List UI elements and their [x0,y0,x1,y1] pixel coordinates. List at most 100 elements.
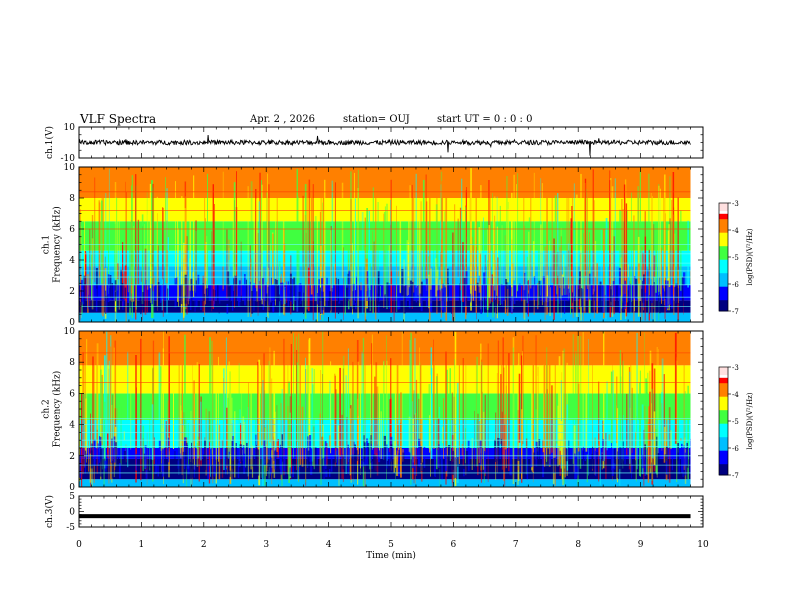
spectrogram-streak [685,449,688,466]
spectrogram-streak [168,336,170,470]
spectrogram-streak [420,201,422,304]
spectrogram-streak [276,441,279,452]
colorbar-tick-label: -3 [732,200,739,208]
spectrogram-streak [144,445,147,469]
spectrogram-streak [596,262,598,314]
spectrogram-streak [612,281,615,298]
spectrogram-streak [451,392,453,487]
spectrogram-streak [499,205,501,305]
spectrogram-streak [684,452,687,476]
spectrogram-streak [241,365,242,448]
spectrogram-streak [106,331,108,442]
spectrogram-streak [659,294,661,314]
spectrogram-streak [557,193,559,276]
colorbar-tick-label: -4 [732,227,739,235]
spectrogram-streak [671,199,673,277]
spectrogram-streak [356,276,357,304]
spectrogram-streak [577,383,580,452]
spectrogram-streak [441,180,443,310]
spectrogram-streak [573,425,576,472]
spectrogram-streak [616,376,618,444]
spectrogram-streak [108,246,109,294]
spectrogram-streak [677,197,679,321]
spectrogram-streak [167,437,170,463]
spectrogram-streak [195,284,198,308]
spectrogram-streak [449,439,450,449]
spectrogram-streak [95,288,98,312]
spectrogram-streak [496,296,498,314]
spectrogram-streak [343,296,346,306]
spectrogram-streak [594,450,597,477]
spectrogram-streak [573,183,575,297]
spectrogram-streak [195,231,197,293]
spectrogram-streak [296,350,297,471]
spectrogram-streak [178,416,180,475]
spectrogram-streak [377,202,379,294]
spectrogram-streak [533,172,535,306]
x-tick-label: 9 [638,540,644,550]
colorbar-segment [719,453,728,457]
spectrogram-streak [557,405,559,467]
spectrogram-streak [457,218,459,278]
spectrogram-streak [486,277,489,310]
spectrogram-streak [162,207,164,280]
spectrogram-streak [228,361,230,452]
spectrogram-streak [553,238,555,320]
spectrogram-streak [375,453,378,457]
spectrogram-streak [369,290,371,298]
spectrogram-streak [253,286,255,311]
spectrogram-streak [301,406,304,467]
spectrogram-streak [350,199,352,307]
spectrogram-streak [585,382,588,452]
spectrogram-streak [298,196,299,300]
spectrogram-streak [605,218,608,285]
spectrogram-streak [106,295,109,313]
spectrogram-streak [629,361,632,473]
spectrogram-streak [452,450,454,470]
spectrogram-streak [320,193,322,286]
spectrogram-streak [353,441,355,461]
spectrogram-streak [140,338,142,481]
spectrogram-streak [619,447,622,470]
spectrogram-streak [523,225,525,290]
spectrogram-streak [609,285,612,307]
spectrogram-streak [592,446,594,465]
spectrogram-streak [308,339,310,457]
spectrogram-streak [189,210,191,291]
spectrogram-streak [457,457,459,467]
spectrogram-streak [381,464,384,476]
spectrogram-streak [244,274,246,299]
spectrogram-streak [90,413,91,487]
spectrogram-streak [518,300,520,308]
spectrogram-streak [335,277,337,299]
spectrogram-streak [425,287,427,299]
spectrogram-streak [465,190,467,309]
spectrogram-streak [454,331,457,487]
y-tick-label: 6 [69,389,75,399]
spectrogram-streak [649,391,651,469]
spectrogram-streak [292,466,294,478]
spectrogram-streak [496,373,498,473]
spectrogram-streak [274,278,277,300]
spectrogram-streak [129,300,132,308]
spectrogram-streak [501,303,503,312]
spectrogram-streak [337,278,340,303]
spectrogram-streak [243,422,246,454]
spectrogram-streak [474,410,475,467]
spectrogram-streak [358,448,360,473]
spectrogram-streak [190,278,193,301]
spectrogram-streak [510,296,513,313]
colorbar-segment [719,238,728,242]
spectrogram-streak [95,268,98,298]
spectrogram-streak [162,348,164,444]
spectrogram-streak [383,360,385,460]
spectrogram-streak [232,221,234,277]
spectrogram-streak [322,331,324,458]
spectrogram-streak [256,198,258,302]
spectrogram-streak [347,348,349,463]
spectrogram-streak [238,448,241,468]
spectrogram-streak [114,224,116,279]
ch1-spectrogram-y-axis-title: ch.1 [42,235,52,254]
spectrogram-streak [314,216,317,302]
spectrogram-band [79,312,691,322]
